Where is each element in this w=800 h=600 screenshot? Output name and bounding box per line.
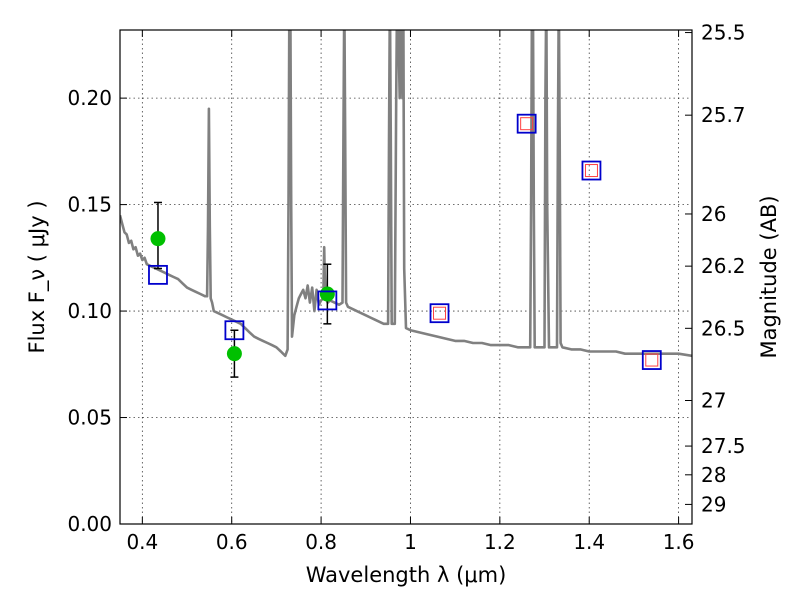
right-axis-label: Magnitude (AB) <box>757 195 781 358</box>
observed-data-point <box>150 231 166 247</box>
right-tick-label: 27 <box>701 389 726 413</box>
model-photometry-inner-square <box>645 353 659 367</box>
right-tick-label: 26.2 <box>701 254 746 278</box>
y-tick-label: 0.20 <box>67 86 112 110</box>
right-tick-label: 26 <box>701 202 726 226</box>
right-tick-label: 26.5 <box>701 316 746 340</box>
y-tick-label: 0.10 <box>67 299 112 323</box>
model-spectrum-line <box>120 30 692 358</box>
model-photometry-square <box>641 350 662 370</box>
right-axis-magnitude: 25.5 25.7 26 26.2 26.5 27 27.5 28 29 <box>685 21 746 516</box>
model-photometry-square <box>429 303 450 324</box>
observed-data-point <box>226 346 242 362</box>
x-tick-label: 1.2 <box>484 530 516 554</box>
y-axis-label: Flux F_ν ( μJy ) <box>25 200 50 353</box>
right-tick-label: 29 <box>701 492 726 516</box>
model-photometry-square <box>516 113 537 134</box>
right-tick-label: 28 <box>701 463 726 487</box>
plot-frame <box>119 29 693 525</box>
x-tick-label: 1.4 <box>573 530 605 554</box>
x-tick-label: 0.8 <box>305 530 337 554</box>
x-axis: 0.4 0.6 0.8 1 1.2 1.4 1.6 <box>126 30 695 554</box>
model-photometry-inner-square <box>433 306 447 320</box>
x-axis-label: Wavelength λ (μm) <box>306 563 507 587</box>
model-photometry-inner-square <box>520 117 534 131</box>
observed-data-point <box>319 286 335 302</box>
x-tick-label: 1.6 <box>663 530 695 554</box>
series-layer <box>120 30 692 378</box>
right-tick-label: 27.5 <box>701 434 746 458</box>
model-photometry-inner-square <box>584 164 598 178</box>
grid <box>120 30 692 525</box>
model-photometry-square <box>581 160 602 181</box>
right-tick-label: 25.7 <box>701 103 746 127</box>
right-tick-label: 25.5 <box>701 21 746 45</box>
model-photometry-square <box>224 320 245 341</box>
model-photometry-square <box>148 264 168 285</box>
x-tick-label: 1 <box>404 530 417 554</box>
model-photometry-square <box>317 290 338 311</box>
x-tick-label: 0.6 <box>216 530 248 554</box>
y-tick-label: 0.15 <box>67 193 112 217</box>
y-tick-label: 0.05 <box>67 406 112 430</box>
x-tick-label: 0.4 <box>126 530 158 554</box>
y-tick-label: 0.00 <box>67 512 112 536</box>
y-axis: 0.00 0.05 0.10 0.15 0.20 <box>67 86 127 536</box>
